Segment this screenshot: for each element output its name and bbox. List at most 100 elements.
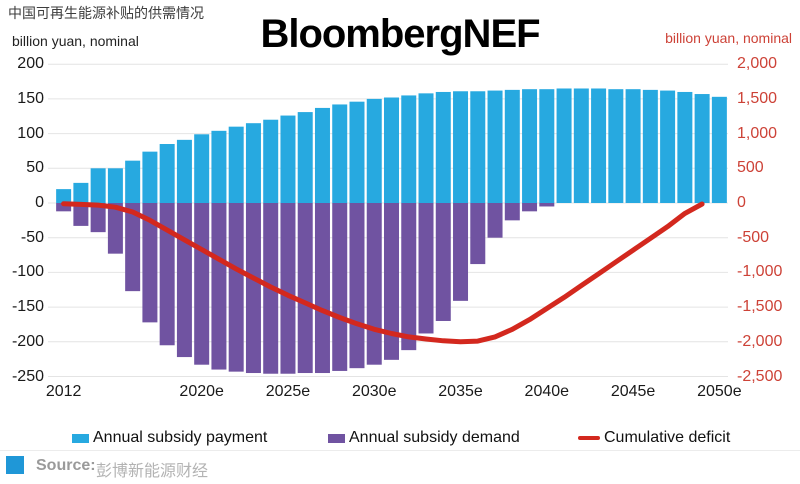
page-title: 中国可再生能源补贴的供需情况 [8,6,204,22]
subsidy-demand-bar [142,203,158,323]
y-axis-tick-left: -100 [11,263,44,281]
subsidy-payment-bar [297,112,313,203]
subsidy-demand-bar [522,203,538,212]
y-axis-tick-right: 2,000 [737,55,778,73]
source-text: 彭博新能源财经 [96,461,209,480]
subsidy-demand-bar [90,203,106,233]
subsidy-payment-bar [418,93,434,203]
y-axis-tick-right: -1,500 [737,298,783,316]
subsidy-demand-bar [366,203,382,365]
subsidy-demand-bar [176,203,192,358]
subsidy-payment-bar [245,123,261,203]
subsidy-payment-bar [453,91,469,203]
subsidy-payment-bar [263,119,279,203]
x-axis-tick: 2012 [45,383,82,400]
y-axis-tick-left: 0 [35,194,44,211]
subsidy-demand-bar [401,203,417,351]
source-prefix: Source: [36,457,96,474]
y-axis-tick-left: 100 [17,124,44,142]
y-axis-tick-right: -1,000 [737,263,783,281]
legend-item-demand: Annual subsidy demand [328,429,520,447]
y-axis-tick-right: -2,000 [737,332,783,350]
subsidy-demand-bar [418,203,434,334]
subsidy-payment-bar [694,94,710,203]
subsidy-payment-bar [660,90,676,203]
x-axis-tick: 2025e [265,383,311,400]
subsidy-demand-bar [280,203,296,374]
subsidy-demand-bar [332,203,348,371]
subsidy-demand-bar [228,203,244,372]
subsidy-demand-bar [245,203,261,374]
legend-label-demand: Annual subsidy demand [349,429,520,446]
subsidy-demand-bar [211,203,227,370]
subsidy-payment-bar [366,98,382,203]
subsidy-payment-bar [435,91,451,203]
y-axis-tick-right: -500 [737,228,770,246]
y-axis-tick-left: 150 [17,89,44,107]
subsidy-payment-bar [107,168,123,203]
subsidy-payment-bar [384,97,399,203]
payment-swatch-icon [72,433,89,443]
y-axis-tick-right: 0 [737,194,746,211]
subsidy-demand-bar [159,203,175,346]
subsidy-payment-bar [194,134,210,203]
y-axis-tick-left: -50 [20,228,44,246]
subsidy-demand-bar [539,203,555,207]
subsidy-demand-bar [487,203,503,238]
subsidy-payment-bar [314,107,330,203]
subsidy-demand-bar [314,203,330,374]
subsidy-demand-bar [384,203,399,360]
subsidy-payment-bar [211,130,227,203]
subsidy-payment-bar [228,126,244,203]
deficit-swatch-icon [578,436,600,440]
legend-label-payment: Annual subsidy payment [93,429,268,446]
y-axis-tick-right: 1,500 [737,89,778,107]
subsidy-payment-bar [332,104,348,203]
subsidy-demand-bar [107,203,123,254]
subsidy-payment-bar [90,168,106,203]
subsidy-demand-bar [453,203,469,301]
subsidy-demand-bar [73,203,89,226]
x-axis-tick: 2050e [697,383,742,400]
demand-swatch-icon [328,433,345,443]
footer-divider [0,450,800,451]
cumulative-deficit-line [61,201,705,345]
subsidy-payment-bar [159,144,175,203]
y-axis-tick-right: 500 [737,159,764,177]
subsidy-payment-bar [573,88,589,203]
subsidy-payment-bar [73,182,89,203]
right-axis-title: billion yuan, nominal [665,30,792,46]
x-axis-tick: 2045e [610,383,656,400]
subsidy-demand-bar [504,203,520,221]
subsidy-payment-bar [504,89,520,203]
legend-label-deficit: Cumulative deficit [604,429,731,446]
subsidy-payment-bar [349,101,365,203]
y-axis-tick-right: -2,500 [737,367,783,385]
x-axis-tick: 2040e [524,383,570,400]
subsidy-demand-bar [125,203,141,292]
subsidy-payment-bar [125,160,141,203]
source-logo-icon [6,456,24,474]
y-axis-tick-left: -250 [11,367,44,385]
subsidy-payment-bar [176,139,192,203]
y-axis-tick-left: -150 [11,298,44,316]
subsidy-payment-bar [677,91,693,203]
subsidy-payment-bar [591,88,607,203]
subsidy-payment-bar [711,96,727,203]
y-axis-tick-left: 200 [17,55,44,73]
x-axis-tick: 2030e [351,383,397,400]
subsidy-payment-bar [642,89,658,203]
subsidy-demand-bar [349,203,365,369]
legend-item-payment: Annual subsidy payment [72,429,267,447]
bloombergnef-watermark: BloombergNEF [260,12,540,56]
subsidy-payment-bar [56,189,72,203]
x-axis-tick: 2020e [179,383,224,400]
subsidy-payment-bar [401,95,417,203]
subsidy-demand-bar [470,203,486,265]
left-axis-title: billion yuan, nominal [12,33,139,49]
subsidy-payment-bar [142,151,158,203]
y-axis-tick-left: -200 [11,332,44,350]
y-axis-tick-right: 1,000 [737,124,778,142]
